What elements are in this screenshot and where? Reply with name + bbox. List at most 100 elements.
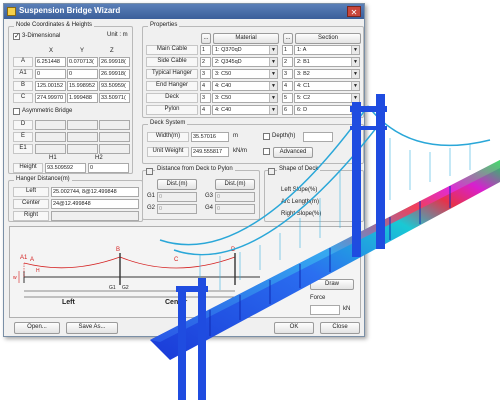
hanger-left-field[interactable]: 25.002744, 8@12.499848 — [51, 187, 139, 197]
depth-label: Depth(h) — [272, 133, 296, 139]
b-y-field[interactable]: 15.998952 — [67, 81, 98, 91]
e-x-field[interactable] — [35, 132, 66, 142]
prop-material-combo-end-hanger[interactable]: 4: C40 ▼ — [212, 81, 278, 91]
chevron-down-icon[interactable]: ▼ — [351, 94, 359, 102]
chevron-down-icon[interactable]: ▼ — [351, 46, 359, 54]
section-browse-button[interactable]: ... — [283, 33, 293, 44]
distance-deck-pylon-title: Distance from Deck to Pylon — [155, 166, 235, 172]
prop-sec-no-typical-hanger[interactable]: 3 — [282, 69, 293, 79]
main-cable-curve — [119, 256, 236, 269]
prop-sec-no-side-cable[interactable]: 2 — [282, 57, 293, 67]
g1-field[interactable]: 0 — [157, 192, 197, 202]
prop-section-combo-end-hanger[interactable]: 4: C1 ▼ — [294, 81, 360, 91]
prop-section-combo-deck[interactable]: 5: C2 ▼ — [294, 93, 360, 103]
deck-width-field[interactable]: 35.57016 — [191, 132, 229, 142]
a-z-field[interactable]: 26.99918( — [99, 57, 130, 67]
a1-y-field[interactable]: 0 — [67, 69, 98, 79]
distance-deck-pylon-checkbox[interactable] — [146, 168, 153, 175]
g2-label: G2 — [147, 205, 156, 211]
material-browse-button[interactable]: ... — [201, 33, 211, 44]
height-h1-field[interactable]: 93.509592 — [45, 163, 86, 173]
ok-button[interactable]: OK — [274, 322, 314, 334]
a-x-field[interactable]: 6.251448 — [35, 57, 66, 67]
g4-field[interactable]: 0 — [215, 204, 255, 214]
b-z-field[interactable]: 93.50959( — [99, 81, 130, 91]
g3-field[interactable]: 0 — [215, 192, 255, 202]
prop-mat-no-side-cable[interactable]: 2 — [200, 57, 211, 67]
window-close-button[interactable]: ✕ — [347, 6, 361, 17]
a1-z-field[interactable]: 26.99918( — [99, 69, 130, 79]
right-slope-label: Right Slope(%) — [281, 211, 322, 217]
c-y-field[interactable]: 1.999488 — [67, 93, 98, 103]
properties-group: Properties ... Material ... Section — [142, 22, 364, 118]
chevron-down-icon[interactable]: ▼ — [269, 46, 277, 54]
d-z-field[interactable] — [99, 120, 130, 130]
force-field[interactable] — [310, 305, 340, 315]
unit-weight-unit: kN/m — [233, 148, 247, 154]
hanger-right-field[interactable] — [51, 211, 139, 221]
advanced-button[interactable]: Advanced — [273, 147, 313, 158]
shape-of-deck-checkbox[interactable] — [268, 168, 275, 175]
a-y-field[interactable]: 0.070713( — [67, 57, 98, 67]
prop-material-combo-pylon[interactable]: 4: C40 ▼ — [212, 105, 278, 115]
prop-material-combo-main-cable[interactable]: 1: Q370qD ▼ — [212, 45, 278, 55]
c-z-field[interactable]: 33.50971( — [99, 93, 130, 103]
advanced-checkbox[interactable] — [263, 148, 270, 155]
col-header-z: Z — [110, 48, 114, 54]
unit-weight-field[interactable]: 249.555817 — [191, 147, 229, 157]
prop-sec-no-pylon[interactable]: 6 — [282, 105, 293, 115]
prop-label-pylon: Pylon — [146, 105, 198, 115]
prop-material-combo-side-cable[interactable]: 2: Q345qD ▼ — [212, 57, 278, 67]
e1-x-field[interactable] — [35, 144, 66, 154]
chevron-down-icon[interactable]: ▼ — [269, 106, 277, 114]
prop-material-combo-deck[interactable]: 3: C50 ▼ — [212, 93, 278, 103]
d-x-field[interactable] — [35, 120, 66, 130]
label-b: B — [116, 247, 120, 253]
prop-section-combo-main-cable[interactable]: 1: A ▼ — [294, 45, 360, 55]
prop-section-combo-side-cable[interactable]: 2: B1 ▼ — [294, 57, 360, 67]
prop-mat-no-pylon[interactable]: 4 — [200, 105, 211, 115]
height-h2-field[interactable]: 0 — [88, 163, 129, 173]
three-dimensional-checkbox[interactable] — [13, 32, 20, 40]
prop-mat-no-main-cable[interactable]: 1 — [200, 45, 211, 55]
label-g1: G1 — [109, 285, 116, 291]
prop-mat-no-deck[interactable]: 3 — [200, 93, 211, 103]
save-as-button[interactable]: Save As... — [66, 322, 118, 334]
g4-label: G4 — [205, 205, 214, 211]
e-z-field[interactable] — [99, 132, 130, 142]
draw-button[interactable]: Draw — [310, 279, 354, 290]
chevron-down-icon[interactable]: ▼ — [351, 70, 359, 78]
depth-checkbox[interactable] — [263, 133, 270, 140]
g2-field[interactable]: 0 — [157, 204, 197, 214]
e-y-field[interactable] — [67, 132, 98, 142]
prop-section-combo-typical-hanger[interactable]: 3: B2 ▼ — [294, 69, 360, 79]
a1-x-field[interactable]: 0 — [35, 69, 66, 79]
chevron-down-icon[interactable]: ▼ — [351, 82, 359, 90]
chevron-down-icon[interactable]: ▼ — [269, 82, 277, 90]
label-g2: G2 — [122, 285, 129, 291]
close-button[interactable]: Close — [320, 322, 360, 334]
prop-mat-no-end-hanger[interactable]: 4 — [200, 81, 211, 91]
chevron-down-icon[interactable]: ▼ — [351, 58, 359, 66]
chevron-down-icon[interactable]: ▼ — [269, 58, 277, 66]
chevron-down-icon[interactable]: ▼ — [269, 70, 277, 78]
depth-field[interactable] — [303, 132, 333, 142]
prop-sec-no-deck[interactable]: 5 — [282, 93, 293, 103]
section-header-button[interactable]: Section — [295, 33, 361, 44]
c-x-field[interactable]: 274.99970 — [35, 93, 66, 103]
hanger-center-field[interactable]: 24@12.499848 — [51, 199, 139, 209]
e1-y-field[interactable] — [67, 144, 98, 154]
e1-z-field[interactable] — [99, 144, 130, 154]
title-bar[interactable]: Suspension Bridge Wizard ✕ — [4, 4, 364, 19]
prop-material-combo-typical-hanger[interactable]: 3: C50 ▼ — [212, 69, 278, 79]
chevron-down-icon[interactable]: ▼ — [269, 94, 277, 102]
prop-sec-no-end-hanger[interactable]: 4 — [282, 81, 293, 91]
asymmetric-bridge-checkbox[interactable] — [13, 108, 20, 115]
open-button[interactable]: Open... — [14, 322, 60, 334]
b-x-field[interactable]: 125.00152 — [35, 81, 66, 91]
material-header-button[interactable]: Material — [213, 33, 279, 44]
prop-sec-no-main-cable[interactable]: 1 — [282, 45, 293, 55]
d-y-field[interactable] — [67, 120, 98, 130]
label-center-span: Center — [165, 299, 187, 306]
prop-mat-no-typical-hanger[interactable]: 3 — [200, 69, 211, 79]
